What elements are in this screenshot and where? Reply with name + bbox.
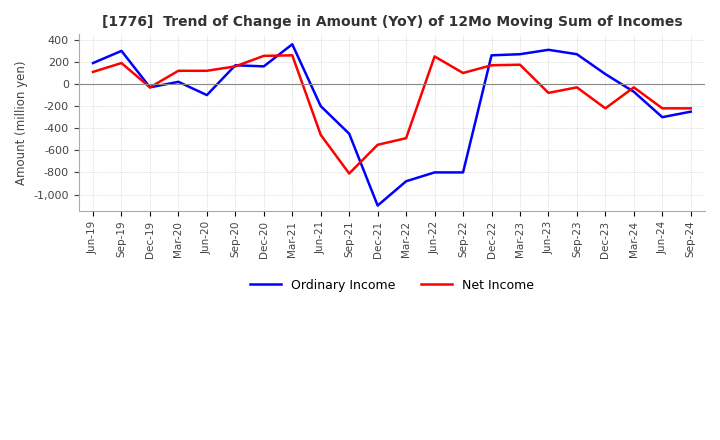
Ordinary Income <box>572 51 581 57</box>
Ordinary Income <box>174 79 183 84</box>
Ordinary Income <box>145 85 154 90</box>
Net Income <box>89 69 97 74</box>
Net Income <box>117 60 126 66</box>
Ordinary Income <box>516 51 524 57</box>
Line: Ordinary Income: Ordinary Income <box>93 44 690 205</box>
Y-axis label: Amount (million yen): Amount (million yen) <box>15 60 28 185</box>
Net Income <box>601 106 610 111</box>
Net Income <box>145 85 154 90</box>
Net Income <box>686 106 695 111</box>
Net Income <box>572 85 581 90</box>
Net Income <box>516 62 524 67</box>
Ordinary Income <box>431 170 439 175</box>
Ordinary Income <box>345 131 354 136</box>
Ordinary Income <box>544 47 553 52</box>
Ordinary Income <box>202 92 211 98</box>
Ordinary Income <box>487 53 496 58</box>
Net Income <box>174 68 183 73</box>
Net Income <box>487 62 496 68</box>
Ordinary Income <box>374 203 382 208</box>
Net Income <box>288 53 297 58</box>
Legend: Ordinary Income, Net Income: Ordinary Income, Net Income <box>245 274 539 297</box>
Line: Net Income: Net Income <box>93 55 690 173</box>
Ordinary Income <box>459 170 467 175</box>
Net Income <box>316 132 325 137</box>
Net Income <box>544 90 553 95</box>
Ordinary Income <box>259 64 268 69</box>
Net Income <box>345 171 354 176</box>
Ordinary Income <box>316 103 325 109</box>
Net Income <box>459 70 467 76</box>
Net Income <box>402 136 410 141</box>
Ordinary Income <box>686 109 695 114</box>
Net Income <box>259 53 268 59</box>
Net Income <box>374 142 382 147</box>
Ordinary Income <box>89 60 97 66</box>
Ordinary Income <box>658 114 667 120</box>
Net Income <box>202 68 211 73</box>
Net Income <box>629 85 638 90</box>
Ordinary Income <box>288 42 297 47</box>
Net Income <box>231 64 240 69</box>
Ordinary Income <box>402 179 410 184</box>
Title: [1776]  Trend of Change in Amount (YoY) of 12Mo Moving Sum of Incomes: [1776] Trend of Change in Amount (YoY) o… <box>102 15 683 29</box>
Net Income <box>431 54 439 59</box>
Net Income <box>658 106 667 111</box>
Ordinary Income <box>601 71 610 77</box>
Ordinary Income <box>117 48 126 54</box>
Ordinary Income <box>629 89 638 95</box>
Ordinary Income <box>231 62 240 68</box>
